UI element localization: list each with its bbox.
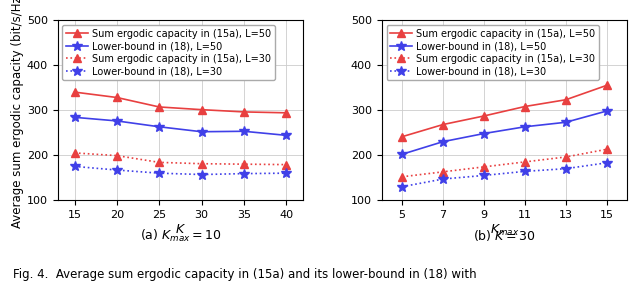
Lower-bound in (18), L=50 bbox=[113, 119, 121, 123]
Text: Fig. 4.  Average sum ergodic capacity in (15a) and its lower-bound in (18) with: Fig. 4. Average sum ergodic capacity in … bbox=[13, 268, 476, 281]
Sum ergodic capacity in (15a), L=30 bbox=[198, 162, 205, 165]
X-axis label: $K$: $K$ bbox=[175, 223, 186, 236]
Line: Sum ergodic capacity in (15a), L=50: Sum ergodic capacity in (15a), L=50 bbox=[398, 81, 611, 141]
Lower-bound in (18), L=50 bbox=[521, 125, 529, 128]
Lower-bound in (18), L=50 bbox=[562, 121, 570, 124]
Lower-bound in (18), L=30 bbox=[198, 173, 205, 176]
Lower-bound in (18), L=30 bbox=[113, 168, 121, 172]
Sum ergodic capacity in (15a), L=50 bbox=[603, 84, 611, 87]
Line: Lower-bound in (18), L=30: Lower-bound in (18), L=30 bbox=[397, 158, 612, 192]
Text: (a) $K_{max} = 10$: (a) $K_{max} = 10$ bbox=[140, 228, 221, 244]
Sum ergodic capacity in (15a), L=50 bbox=[70, 90, 78, 94]
Sum ergodic capacity in (15a), L=50 bbox=[282, 111, 290, 114]
Sum ergodic capacity in (15a), L=30 bbox=[480, 165, 488, 168]
X-axis label: $K_{max}$: $K_{max}$ bbox=[490, 223, 519, 238]
Lower-bound in (18), L=50 bbox=[70, 116, 78, 119]
Sum ergodic capacity in (15a), L=30 bbox=[439, 170, 447, 174]
Sum ergodic capacity in (15a), L=30 bbox=[282, 163, 290, 166]
Sum ergodic capacity in (15a), L=50 bbox=[240, 110, 248, 114]
Lower-bound in (18), L=30 bbox=[156, 171, 163, 175]
Line: Lower-bound in (18), L=50: Lower-bound in (18), L=50 bbox=[397, 106, 612, 159]
Sum ergodic capacity in (15a), L=50 bbox=[156, 105, 163, 109]
Lower-bound in (18), L=30 bbox=[562, 167, 570, 170]
Sum ergodic capacity in (15a), L=50 bbox=[198, 108, 205, 111]
Lower-bound in (18), L=50 bbox=[603, 109, 611, 113]
Lower-bound in (18), L=50 bbox=[156, 125, 163, 128]
Lower-bound in (18), L=30 bbox=[439, 177, 447, 181]
Sum ergodic capacity in (15a), L=50 bbox=[398, 135, 406, 138]
Lower-bound in (18), L=50 bbox=[198, 130, 205, 134]
Sum ergodic capacity in (15a), L=30 bbox=[70, 151, 78, 155]
Sum ergodic capacity in (15a), L=50 bbox=[562, 98, 570, 102]
Line: Lower-bound in (18), L=30: Lower-bound in (18), L=30 bbox=[70, 162, 291, 179]
Sum ergodic capacity in (15a), L=30 bbox=[521, 160, 529, 164]
Lower-bound in (18), L=50 bbox=[398, 152, 406, 156]
Sum ergodic capacity in (15a), L=50 bbox=[439, 123, 447, 126]
Lower-bound in (18), L=30 bbox=[603, 161, 611, 164]
Line: Sum ergodic capacity in (15a), L=30: Sum ergodic capacity in (15a), L=30 bbox=[70, 149, 291, 169]
Lower-bound in (18), L=30 bbox=[398, 185, 406, 188]
Sum ergodic capacity in (15a), L=50 bbox=[480, 114, 488, 118]
Lower-bound in (18), L=30 bbox=[521, 170, 529, 173]
Sum ergodic capacity in (15a), L=50 bbox=[113, 96, 121, 99]
Line: Sum ergodic capacity in (15a), L=50: Sum ergodic capacity in (15a), L=50 bbox=[70, 88, 291, 117]
Text: (b) $K = 30$: (b) $K = 30$ bbox=[474, 229, 536, 243]
Y-axis label: Average sum ergodic capacity (bit/s/Hz): Average sum ergodic capacity (bit/s/Hz) bbox=[11, 0, 24, 228]
Lower-bound in (18), L=30 bbox=[70, 165, 78, 168]
Lower-bound in (18), L=30 bbox=[240, 172, 248, 175]
Lower-bound in (18), L=50 bbox=[282, 134, 290, 137]
Lower-bound in (18), L=50 bbox=[240, 130, 248, 133]
Lower-bound in (18), L=50 bbox=[480, 132, 488, 135]
Lower-bound in (18), L=50 bbox=[439, 140, 447, 143]
Sum ergodic capacity in (15a), L=30 bbox=[603, 148, 611, 151]
Line: Lower-bound in (18), L=50: Lower-bound in (18), L=50 bbox=[70, 112, 291, 140]
Lower-bound in (18), L=30 bbox=[480, 174, 488, 177]
Sum ergodic capacity in (15a), L=30 bbox=[240, 162, 248, 166]
Sum ergodic capacity in (15a), L=30 bbox=[156, 161, 163, 164]
Lower-bound in (18), L=30 bbox=[282, 171, 290, 175]
Sum ergodic capacity in (15a), L=30 bbox=[398, 175, 406, 178]
Line: Sum ergodic capacity in (15a), L=30: Sum ergodic capacity in (15a), L=30 bbox=[398, 145, 611, 181]
Legend: Sum ergodic capacity in (15a), L=50, Lower-bound in (18), L=50, Sum ergodic capa: Sum ergodic capacity in (15a), L=50, Low… bbox=[63, 25, 275, 80]
Sum ergodic capacity in (15a), L=30 bbox=[113, 154, 121, 157]
Sum ergodic capacity in (15a), L=30 bbox=[562, 155, 570, 159]
Legend: Sum ergodic capacity in (15a), L=50, Lower-bound in (18), L=50, Sum ergodic capa: Sum ergodic capacity in (15a), L=50, Low… bbox=[387, 25, 599, 80]
Sum ergodic capacity in (15a), L=50 bbox=[521, 105, 529, 108]
